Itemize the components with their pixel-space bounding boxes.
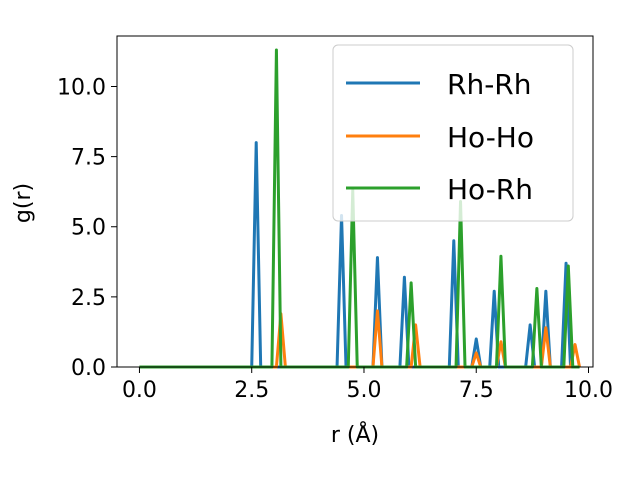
plot-frame — [116, 35, 594, 368]
legend-box — [332, 44, 574, 222]
x-axis: 0.0 2.5 5.0 7.5 10.0 — [122, 367, 613, 403]
x-tick-label: 10.0 — [564, 378, 613, 403]
y-tick-label: 7.5 — [71, 146, 106, 171]
legend-label-ho-rh: Ho-Rh — [447, 173, 533, 206]
x-tick-label: 0.0 — [122, 378, 157, 403]
x-tick-label: 2.5 — [234, 378, 269, 403]
y-axis: 0.0 2.5 5.0 7.5 10.0 — [57, 75, 117, 381]
legend-label-ho-ho: Ho-Ho — [447, 121, 534, 154]
y-axis-label: g(r) — [11, 183, 36, 223]
x-axis-label: r (Å) — [331, 421, 379, 448]
legend: Rh-Rh Ho-Ho Ho-Rh — [332, 44, 574, 222]
x-tick-label: 5.0 — [346, 378, 381, 403]
y-tick-label: 2.5 — [71, 286, 106, 311]
y-tick-label: 10.0 — [57, 75, 106, 100]
y-tick-label: 0.0 — [71, 356, 106, 381]
y-tick-label: 5.0 — [71, 216, 106, 241]
legend-label-rh-rh: Rh-Rh — [447, 68, 532, 101]
x-tick-label: 7.5 — [459, 378, 494, 403]
